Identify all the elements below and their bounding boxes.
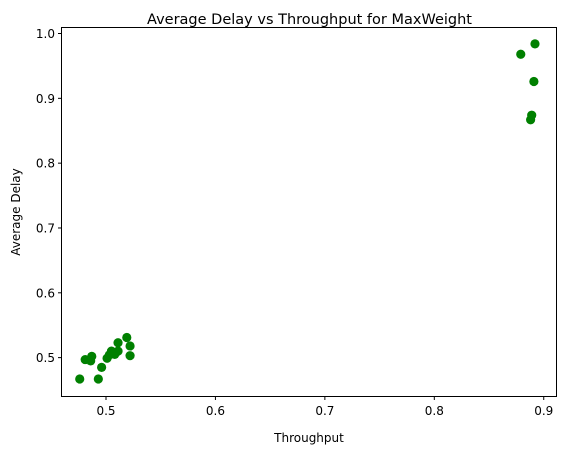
data-point [125,341,135,351]
x-tick-label: 0.6 [206,404,225,418]
data-point [527,110,537,120]
x-axis-label: Throughput [273,431,344,445]
y-tick-label: 0.6 [36,286,55,300]
x-tick-label: 0.7 [315,404,334,418]
y-axis-label: Average Delay [9,168,23,256]
plot-area-frame [61,27,557,397]
data-point [87,351,97,361]
data-point [97,362,107,372]
data-point [530,39,540,49]
y-tick-label: 0.5 [36,351,55,365]
y-tick-label: 0.7 [36,221,55,235]
chart-title: Average Delay vs Throughput for MaxWeigh… [147,12,472,28]
data-point [93,374,103,384]
y-axis-ticks: 0.5 0.6 0.7 0.8 0.9 1.0 [36,27,62,365]
data-point [122,332,132,343]
x-axis-ticks: 0.5 0.6 0.7 0.8 0.9 [96,396,553,418]
data-points [75,39,540,384]
data-point [125,351,135,361]
data-point [75,374,85,384]
x-tick-label: 0.8 [425,404,444,418]
data-point [516,49,526,59]
y-tick-label: 0.8 [36,157,55,171]
data-point [113,338,123,348]
x-tick-label: 0.9 [534,404,553,418]
x-tick-label: 0.5 [96,404,115,418]
data-point [113,346,123,356]
y-tick-label: 0.9 [36,92,55,106]
data-point [529,76,539,87]
y-tick-label: 1.0 [36,27,55,41]
